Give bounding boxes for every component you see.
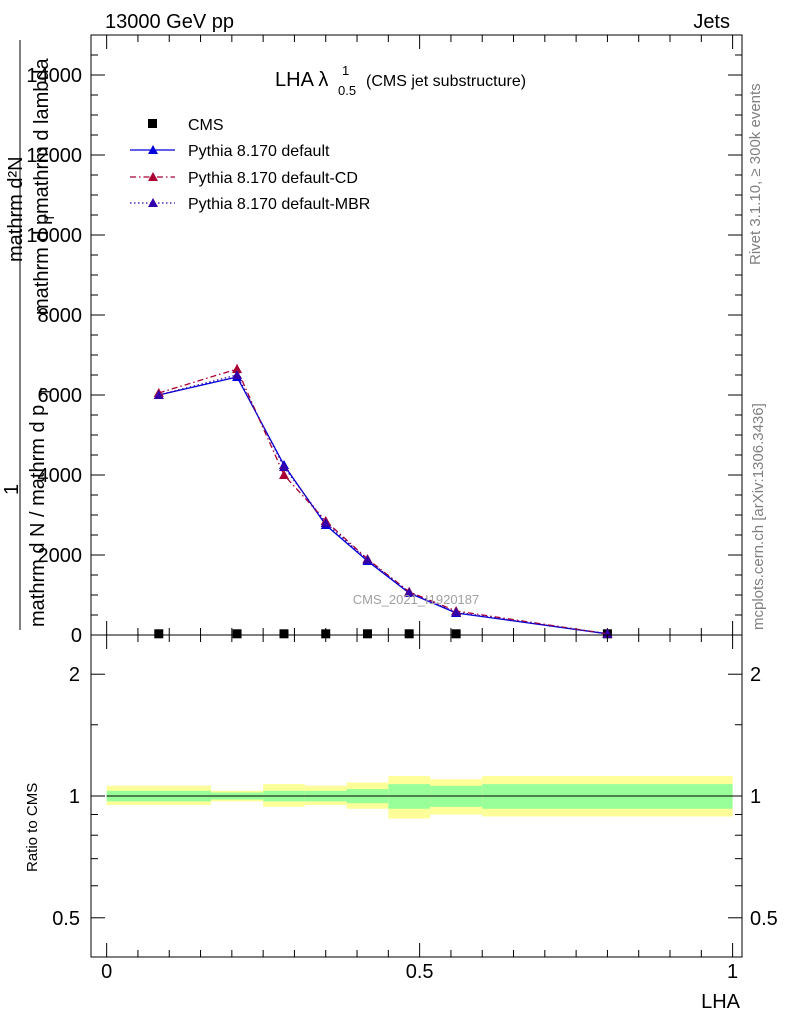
- main-y-tick-label: 14000: [26, 65, 82, 87]
- series-line-3: [158, 374, 608, 635]
- cms-data-point: [451, 629, 461, 639]
- legend-marker-default: [148, 145, 158, 154]
- main-y-tick-label: 4000: [38, 465, 83, 487]
- analysis-watermark: CMS_2021_I1920187: [353, 592, 480, 607]
- cms-data-point: [321, 629, 331, 639]
- ylabel-denominator-top-sub: T: [41, 213, 57, 222]
- category-label: Jets: [693, 11, 730, 33]
- main-y-tick-labels: 0 2000 4000 6000 8000 10000 12000 14000: [26, 65, 82, 647]
- cms-data-point: [154, 629, 164, 639]
- ratio-y-tick-label-left: 2: [69, 664, 80, 686]
- legend-label-default-cd: Pythia 8.170 default-CD: [188, 170, 358, 187]
- x-axis-label: LHA: [701, 991, 741, 1013]
- ratio-bands: [106, 776, 733, 819]
- ylabel-numerator-top: mathrm d²N: [5, 156, 27, 262]
- series-marker: [232, 364, 243, 373]
- ratio-ticks: [91, 635, 742, 957]
- series-line-1: [158, 376, 608, 635]
- legend-label-default-mbr: Pythia 8.170 default-MBR: [188, 196, 370, 213]
- cms-data-point: [232, 629, 242, 639]
- series-marker: [278, 470, 289, 479]
- ylabel-denominator-bottom-sub: T: [37, 387, 53, 396]
- series-marker: [451, 607, 462, 617]
- legend: CMS Pythia 8.170 default Pythia 8.170 de…: [130, 117, 370, 213]
- x-tick-label: 1: [727, 961, 738, 983]
- ratio-y-tick-label-left: 1: [69, 786, 80, 808]
- legend-marker-cms: [148, 119, 157, 128]
- main-series: [153, 364, 613, 639]
- plot-title-main: LHA λ: [275, 69, 328, 91]
- series-marker: [153, 390, 164, 399]
- series-line-2: [158, 368, 608, 635]
- series-marker: [232, 370, 243, 379]
- x-tick-label: 0: [101, 961, 112, 983]
- cms-data-point: [279, 629, 289, 639]
- ylabel-numerator-one: 1: [1, 484, 23, 495]
- series-marker: [404, 587, 415, 597]
- main-plot: 0 2000 4000 6000 8000 10000 12000 14000: [26, 34, 743, 647]
- main-y-axis-label: mathrm d²N mathrm d p T mathrm d lambda …: [1, 40, 57, 630]
- rivet-label: Rivet 3.1.10, ≥ 300k events: [747, 83, 764, 265]
- legend-marker-default-mbr: [148, 198, 158, 207]
- ratio-plot: 0.5 0.5 1 1 2 2 0 0.5 1: [52, 634, 778, 983]
- ratio-y-tick-label-right: 1: [750, 786, 761, 808]
- legend-label-cms: CMS: [188, 117, 224, 134]
- plot-title-sub: 0.5: [338, 83, 356, 98]
- legend-marker-default-cd: [148, 172, 158, 181]
- ratio-y-tick-label-right: 0.5: [750, 908, 778, 930]
- ylabel-denominator-bottom: mathrm d N / mathrm d p: [27, 405, 49, 627]
- energy-label: 13000 GeV pp: [105, 11, 234, 33]
- cms-data-point: [404, 629, 414, 639]
- plot-title-note: (CMS jet substructure): [366, 73, 526, 90]
- plot-title-sup: 1: [342, 63, 349, 78]
- cms-data-point: [362, 629, 372, 639]
- series-marker: [602, 628, 613, 638]
- ratio-frame: [90, 634, 743, 958]
- main-y-tick-label: 0: [71, 625, 82, 647]
- ratio-tick-labels: 0.5 0.5 1 1 2 2 0 0.5 1: [52, 664, 778, 983]
- main-x-ticks: [106, 35, 734, 635]
- ratio-y-tick-label-right: 2: [750, 664, 761, 686]
- series-marker: [320, 518, 331, 527]
- series-marker: [362, 554, 373, 564]
- plot-title: LHA λ 1 0.5 (CMS jet substructure): [275, 63, 526, 98]
- ylabel-denominator-top-rest: mathrm d lambda: [31, 58, 53, 214]
- main-y-tick-label: 8000: [38, 305, 83, 327]
- ratio-y-tick-label-left: 0.5: [52, 908, 80, 930]
- ratio-y-axis-label: Ratio to CMS: [24, 783, 41, 872]
- main-y-tick-label: 6000: [38, 385, 83, 407]
- legend-label-default: Pythia 8.170 default: [188, 143, 330, 160]
- main-y-tick-label: 2000: [38, 545, 83, 567]
- x-tick-label: 0.5: [406, 961, 434, 983]
- main-y-tick-label: 10000: [26, 225, 82, 247]
- site-label: mcplots.cern.ch [arXiv:1306.3436]: [750, 403, 767, 630]
- main-y-tick-label: 12000: [26, 145, 82, 167]
- ylabel-denominator-top: mathrm d p: [31, 214, 53, 315]
- series-marker: [278, 462, 289, 471]
